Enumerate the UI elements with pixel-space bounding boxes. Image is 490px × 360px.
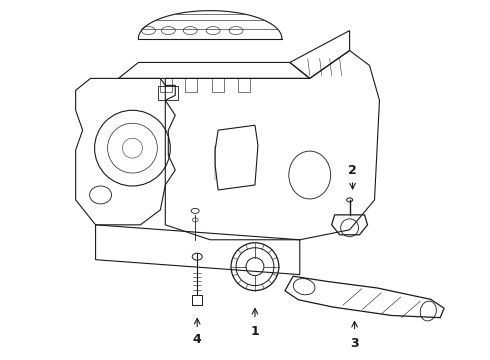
Text: 3: 3: [350, 337, 359, 350]
Text: 1: 1: [250, 325, 259, 338]
Text: 2: 2: [348, 163, 357, 176]
Text: 4: 4: [193, 333, 201, 346]
